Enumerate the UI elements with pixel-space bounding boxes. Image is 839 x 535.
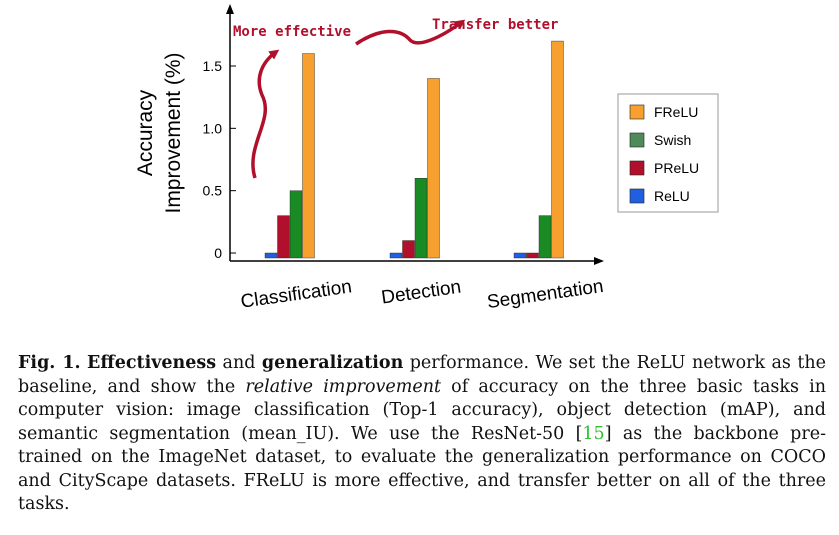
bar-chart: 0 0.5 1.0 1.5 Classification Detection Segmen… (134, 4, 719, 313)
bars (264, 40, 564, 259)
more-effective-arrow (251, 49, 280, 179)
bar-prelu-segmentation (526, 252, 539, 259)
caption-bold-effectiveness: Effectiveness (87, 353, 217, 373)
caption-text-1: and (216, 353, 262, 373)
y-axis-arrow (226, 4, 234, 14)
y-axis-label-line1: Accuracy (134, 89, 157, 176)
caption-text-4: ] as the backbone pre-trained on the Ima… (18, 423, 826, 515)
bar-swish-detection (414, 177, 428, 259)
legend-label-frelu: FReLU (654, 104, 698, 120)
x-tick-label-detection: Detection (380, 277, 462, 309)
annotation-transfer-better: Transfer better (432, 17, 558, 33)
legend-swatch-swish (629, 132, 645, 148)
caption-text-3: of accuracy on the three basic tasks in … (18, 376, 826, 444)
y-axis-label-line2: Improvement (%) (162, 52, 185, 213)
axes (226, 4, 604, 265)
caption-text-2: performance. We set the ReLU network as … (18, 353, 826, 397)
y-ticks: 0 0.5 1.0 1.5 (203, 58, 236, 261)
bar-swish-classification (289, 190, 303, 259)
bar-prelu-classification (277, 215, 290, 259)
x-tick-label-classification: Classification (239, 276, 353, 312)
x-tick-labels: Classification Detection Segmentation (239, 276, 604, 313)
legend: FReLU Swish PReLU ReLU (617, 93, 719, 213)
x-tick-label-segmentation: Segmentation (486, 276, 605, 313)
caption-reference-link[interactable]: 15 (582, 423, 605, 444)
legend-label-prelu: PReLU (654, 160, 699, 176)
y-tick-label: 0 (214, 245, 222, 261)
y-tick-label: 1.5 (203, 58, 223, 74)
bar-frelu-detection (427, 78, 440, 259)
legend-swatch-prelu (629, 160, 645, 176)
caption-bold-generalization: generalization (261, 353, 404, 373)
y-tick-label: 0.5 (203, 183, 223, 199)
caption-italic-relative-improvement: relative improvement (245, 376, 441, 397)
y-tick-label: 1.0 (203, 120, 223, 136)
figure-caption: Fig. 1. Effectiveness and generalization… (18, 352, 826, 517)
bar-relu-detection (389, 252, 403, 259)
annotation-more-effective: More effective (233, 24, 351, 40)
transfer-better-arrow (355, 19, 466, 46)
bar-frelu-segmentation (551, 40, 564, 259)
legend-swatch-relu (629, 188, 645, 204)
bar-swish-segmentation (538, 215, 552, 259)
legend-swatch-frelu (629, 104, 645, 120)
caption-fig-label: Fig. 1. (18, 353, 81, 373)
bar-frelu-classification (302, 53, 315, 259)
bar-relu-classification (264, 252, 278, 259)
legend-label-relu: ReLU (654, 188, 690, 204)
x-axis-arrow (594, 257, 604, 265)
bar-relu-segmentation (513, 252, 527, 259)
legend-label-swish: Swish (654, 132, 691, 148)
bar-prelu-detection (402, 240, 415, 259)
